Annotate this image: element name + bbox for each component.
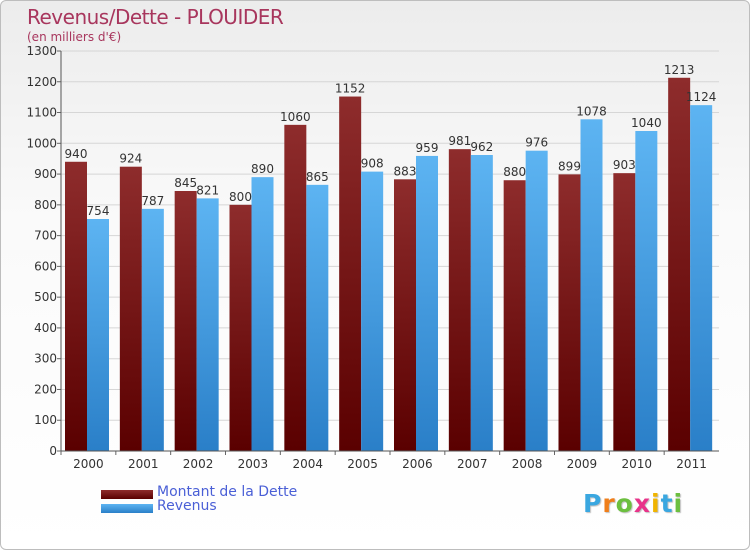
proxiti-logo: Proxiti	[583, 489, 683, 518]
bar-revenus-2001	[141, 208, 164, 451]
logo-letter: i	[673, 489, 684, 518]
data-label-dette-2010: 903	[613, 158, 636, 172]
bar-dette-2008	[503, 180, 526, 451]
y-tick-label: 800	[34, 198, 57, 212]
y-tick-label: 200	[34, 382, 57, 396]
y-tick-label: 600	[34, 259, 57, 273]
data-label-dette-2004: 1060	[280, 110, 311, 124]
y-tick-label: 400	[34, 321, 57, 335]
y-tick-label: 1200	[26, 75, 57, 89]
logo-letter: t	[660, 489, 674, 518]
x-tick-label: 2003	[238, 457, 269, 471]
x-axis-ticks: 2000 2001 2002 2003 2004 2005 2006 2007 2008 2009…	[60, 451, 707, 471]
legend-swatch-revenus	[101, 504, 153, 513]
data-label-revenus-2001: 787	[141, 194, 164, 208]
bar-dette-2011	[668, 77, 691, 452]
data-label-dette-2009: 899	[558, 159, 581, 173]
axes	[60, 51, 719, 452]
y-tick-label: 300	[34, 352, 57, 366]
bar-revenus-2003	[251, 177, 274, 451]
bar-dette-2000	[65, 161, 87, 451]
x-tick-label: 2006	[402, 457, 433, 471]
x-tick-label: 2009	[567, 457, 598, 471]
x-tick-label: 2004	[292, 457, 323, 471]
bar-dette-2006	[394, 179, 416, 452]
y-axis-ticks: 0 100 200 300 400 500 600 700 800 900 1000 1100 1200…	[26, 44, 61, 458]
data-label-revenus-2005: 908	[361, 157, 384, 171]
data-label-revenus-2002: 821	[196, 183, 219, 197]
data-label-revenus-2003: 890	[251, 162, 274, 176]
bar-revenus-2008	[525, 150, 548, 451]
data-label-dette-2011: 1213	[664, 63, 695, 77]
data-label-dette-2005: 1152	[335, 82, 366, 96]
y-tick-label: 100	[34, 413, 57, 427]
logo-letter: o	[615, 489, 634, 518]
data-label-dette-2000: 940	[65, 147, 88, 161]
x-tick-label: 2000	[73, 457, 104, 471]
data-label-revenus-2000: 754	[87, 204, 110, 218]
bar-revenus-2011	[690, 105, 713, 452]
data-label-dette-2003: 800	[229, 190, 252, 204]
y-tick-label: 700	[34, 229, 57, 243]
y-tick-label: 500	[34, 290, 57, 304]
chart-subtitle: (en milliers d'€)	[27, 30, 122, 44]
y-tick-label: 1000	[26, 136, 57, 150]
bar-revenus-2000	[87, 219, 109, 451]
x-tick-label: 2001	[128, 457, 159, 471]
data-label-revenus-2004: 865	[306, 170, 329, 184]
bar-dette-2007	[448, 149, 471, 451]
y-tick-label: 1100	[26, 106, 57, 120]
x-tick-label: 2011	[676, 457, 707, 471]
y-tick-label: 1300	[26, 44, 57, 58]
legend-label-dette: Montant de la Dette	[157, 484, 298, 500]
chart-title: Revenus/Dette - PLOUIDER	[27, 5, 284, 29]
data-label-dette-2002: 845	[174, 176, 197, 190]
data-label-dette-2007: 981	[448, 134, 471, 148]
logo-letter: i	[651, 489, 661, 518]
x-tick-label: 2005	[347, 457, 378, 471]
logo-letter: P	[583, 489, 603, 518]
bar-revenus-2006	[416, 155, 438, 451]
data-label-revenus-2006: 959	[416, 141, 439, 155]
data-label-revenus-2007: 962	[470, 140, 493, 154]
bar-dette-2001	[119, 166, 142, 451]
data-label-revenus-2009: 1078	[576, 104, 607, 118]
data-label-revenus-2011: 1124	[686, 90, 717, 104]
bar-dette-2004	[284, 124, 307, 451]
data-label-dette-2001: 924	[119, 152, 142, 166]
legend-swatch-dette	[101, 490, 153, 499]
data-label-revenus-2008: 976	[525, 136, 548, 150]
bar-revenus-2010	[635, 131, 658, 451]
bar-revenus-2005	[361, 171, 384, 451]
bar-dette-2003	[229, 204, 252, 451]
bar-revenus-2002	[196, 198, 219, 451]
logo-letter: r	[602, 489, 616, 518]
legend-label-revenus: Revenus	[157, 498, 217, 514]
bar-revenus-2004	[306, 184, 329, 451]
grid-lines	[61, 50, 719, 421]
bar-dette-2009	[558, 174, 581, 451]
x-tick-label: 2008	[512, 457, 543, 471]
bar-dette-2002	[174, 191, 197, 451]
bar-dette-2005	[339, 96, 362, 452]
x-tick-label: 2007	[457, 457, 488, 471]
data-label-dette-2008: 880	[503, 165, 526, 179]
bars	[65, 77, 713, 452]
data-label-dette-2006: 883	[394, 164, 417, 178]
x-tick-label: 2010	[621, 457, 652, 471]
logo-letter: x	[633, 489, 651, 518]
data-label-revenus-2010: 1040	[631, 116, 662, 130]
bar-revenus-2007	[470, 155, 493, 451]
bar-revenus-2009	[580, 119, 603, 452]
y-tick-label: 900	[34, 167, 57, 181]
bar-dette-2010	[613, 173, 636, 451]
y-tick-label: 0	[49, 444, 57, 458]
x-tick-label: 2002	[183, 457, 214, 471]
